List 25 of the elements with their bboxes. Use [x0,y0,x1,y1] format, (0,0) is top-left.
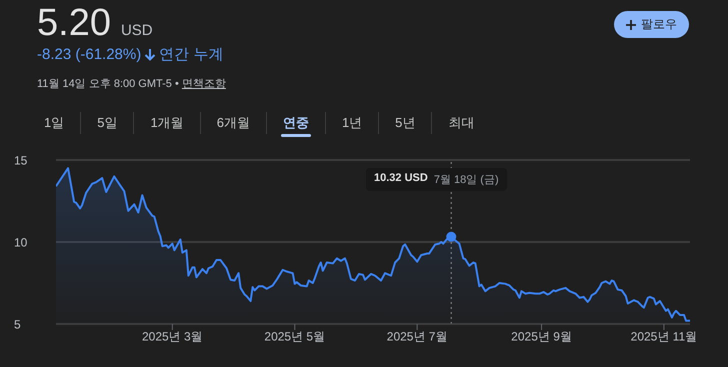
annotation: 7월 18일 (금) [434,173,499,187]
text: 1일 [43,114,66,132]
chart-subtitle: USD [120,22,153,39]
text: 1년 [324,112,378,134]
x-tick-label: 2025년 11월 [630,330,698,344]
text: 11월 14일 오후 8:00 GMT-5 • [37,78,180,90]
text: 6개월 [200,112,266,134]
y-tick-label: 5 [14,317,21,332]
text: -8.23 (-61.28%) [37,46,142,63]
y-tick-label: 15 [14,153,28,168]
x-tick-label: 2025년 5월 [264,330,326,344]
text: 면책조항 [182,78,226,90]
x-tick-label: 2025년 9월 [511,330,572,344]
x-tick-label: 2025년 7월 [386,330,448,344]
text: 최대 [431,112,490,134]
text: 1개월 [133,112,200,134]
text: 5년 [378,112,432,134]
text: 5일 [80,112,134,134]
text: 연간 누계 [159,45,224,64]
x-tick-label: 2025년 3월 [142,330,203,344]
annotation: 10.32 USD [374,172,428,186]
text: 연중 [266,112,325,134]
chart-title: 5.20 [37,2,111,44]
text: 팔로우 [641,16,677,33]
y-tick-label: 10 [14,235,28,250]
